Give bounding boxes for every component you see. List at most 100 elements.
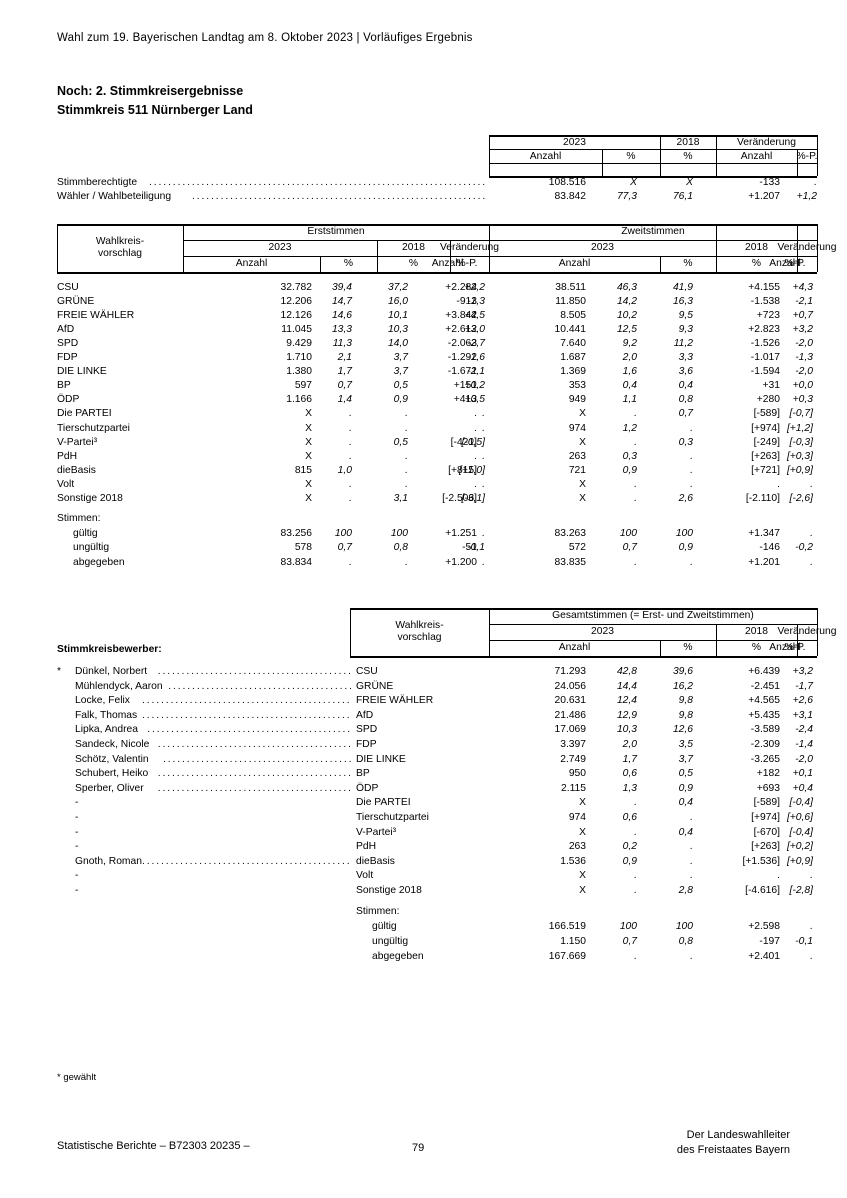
erst-change-pp: . xyxy=(482,450,485,462)
party-label: BP xyxy=(57,380,71,392)
gesamt-change-pp: . xyxy=(810,950,813,962)
gesamt-pct-2018: . xyxy=(690,950,693,962)
header-pct: % xyxy=(408,258,419,269)
gesamt-change-anzahl: [+263] xyxy=(751,841,780,853)
rule-horizontal xyxy=(489,163,817,164)
party-label: PdH xyxy=(57,450,78,462)
erst-pct-2018: 10,1 xyxy=(387,310,408,322)
gesamt-pct-2018: 100 xyxy=(675,920,693,932)
candidate-party: V-Partei³ xyxy=(356,826,397,838)
gesamt-anzahl: 2.749 xyxy=(560,753,586,765)
rule-vertical xyxy=(183,224,184,272)
header-2023: 2023 xyxy=(591,242,614,253)
summary-pct-2023: 77,3 xyxy=(616,191,637,202)
gesamt-pct-2018: 9,8 xyxy=(678,709,693,721)
gesamt-pct-2023: 42,8 xyxy=(616,666,637,677)
zweit-change-pp: [+1,2] xyxy=(786,422,813,434)
rule-vertical xyxy=(660,640,661,656)
gesamt-anzahl: 166.519 xyxy=(548,920,586,932)
rule-vertical xyxy=(817,608,818,656)
zweit-change-pp: -2,0 xyxy=(795,338,813,350)
header-pct: % xyxy=(751,258,762,269)
zweit-anzahl: 949 xyxy=(568,394,586,406)
zweit-pct-2018: . xyxy=(690,478,693,490)
gesamt-pct-2023: 0,6 xyxy=(622,812,637,823)
zweit-pct-2018: . xyxy=(690,450,693,462)
header-pct: % xyxy=(751,642,762,653)
erst-anzahl: 1.710 xyxy=(286,352,312,364)
zweit-change-pp: -1,3 xyxy=(795,352,813,364)
candidate-name: Sperber, Oliver xyxy=(75,782,144,794)
dot-leader: ........................................… xyxy=(168,680,352,692)
gesamt-change-anzahl: +182 xyxy=(756,768,780,780)
erst-change-pp: +4,5 xyxy=(464,310,485,322)
rule-horizontal xyxy=(489,624,817,625)
zweit-pct-2023: 46,3 xyxy=(616,282,637,293)
rule-horizontal xyxy=(489,224,817,226)
erst-pct-2023: 1,4 xyxy=(337,394,352,406)
gesamt-pct-2018: . xyxy=(690,812,693,823)
dot-leader: ........................................… xyxy=(192,191,485,202)
gesamt-change-pp: +0,1 xyxy=(792,768,813,780)
rule-vertical xyxy=(797,624,798,656)
gesamt-change-pp: . xyxy=(810,870,813,882)
zweit-change-anzahl: [-589] xyxy=(753,408,780,420)
rule-horizontal xyxy=(350,608,817,610)
gesamt-change-anzahl: +693 xyxy=(756,782,780,794)
candidate-party: AfD xyxy=(356,709,374,721)
erst-anzahl: 83.834 xyxy=(280,556,313,568)
candidate-party: Sonstige 2018 xyxy=(356,885,422,896)
gesamt-pct-2018: 0,9 xyxy=(678,782,693,794)
header-2023: 2023 xyxy=(591,626,614,637)
elected-marker: * xyxy=(57,666,62,677)
gesamt-change-pp: [+0,9] xyxy=(786,855,813,867)
zweit-change-anzahl: +2.823 xyxy=(748,324,780,336)
summary-change-pp: +1,2 xyxy=(796,191,817,202)
summary-pct-2018: 76,1 xyxy=(672,191,693,202)
erst-change-anzahl: . xyxy=(474,478,477,490)
erst-anzahl: 11.045 xyxy=(281,324,312,336)
footer-page-number: 79 xyxy=(412,1142,425,1154)
candidate-name: - xyxy=(75,885,79,896)
erst-change-anzahl: [-2.506] xyxy=(442,492,477,504)
gesamt-pct-2023: . xyxy=(634,797,637,809)
zweit-pct-2018: 9,5 xyxy=(678,310,693,322)
gesamt-pct-2023: . xyxy=(634,885,637,896)
gesamt-pct-2018: 0,4 xyxy=(678,797,693,809)
zweit-anzahl: 1.687 xyxy=(560,352,586,364)
gesamt-pct-2023: 12,4 xyxy=(616,695,637,707)
candidate-name: Schötz, Valentin xyxy=(75,753,149,765)
gesamt-anzahl: X xyxy=(579,826,586,838)
zweit-change-pp: [+0,9] xyxy=(786,464,813,476)
erst-anzahl: 32.782 xyxy=(280,282,313,293)
rule-horizontal xyxy=(183,256,489,257)
zweit-pct-2018: . xyxy=(690,422,693,434)
zweit-pct-2023: 14,2 xyxy=(616,296,637,308)
zweit-pct-2018: . xyxy=(690,556,693,568)
candidate-name: Dünkel, Norbert xyxy=(75,666,148,677)
zweit-anzahl: X xyxy=(579,478,586,490)
candidate-name: - xyxy=(75,812,79,823)
gesamt-pct-2023: 2,0 xyxy=(622,739,637,750)
zweit-pct-2023: . xyxy=(634,408,637,420)
gesamt-pct-2023: . xyxy=(634,870,637,882)
gesamt-anzahl: 974 xyxy=(568,812,586,823)
zweit-change-pp: -2,1 xyxy=(795,296,813,308)
header-pct: % xyxy=(343,258,354,269)
zweit-change-anzahl: [+263] xyxy=(751,450,780,462)
party-label: GRÜNE xyxy=(57,296,95,308)
erst-pct-2018: 3,1 xyxy=(393,492,408,504)
zweit-change-anzahl: [-2.110] xyxy=(745,492,780,504)
party-label: FREIE WÄHLER xyxy=(57,310,135,322)
erst-change-anzahl: +2.284 xyxy=(445,282,477,293)
erst-change-pp: . xyxy=(482,556,485,568)
party-label: DIE LINKE xyxy=(57,366,107,378)
candidate-name: - xyxy=(75,797,79,809)
summary-anzahl: 108.516 xyxy=(548,177,586,188)
candidate-party: ÖDP xyxy=(356,782,379,794)
header-2023: 2023 xyxy=(563,137,586,148)
zweit-change-anzahl: +4.155 xyxy=(748,282,780,293)
summary-change-pp: . xyxy=(814,177,817,188)
candidate-party: GRÜNE xyxy=(356,680,394,692)
erst-change-anzahl: [+815] xyxy=(448,464,477,476)
